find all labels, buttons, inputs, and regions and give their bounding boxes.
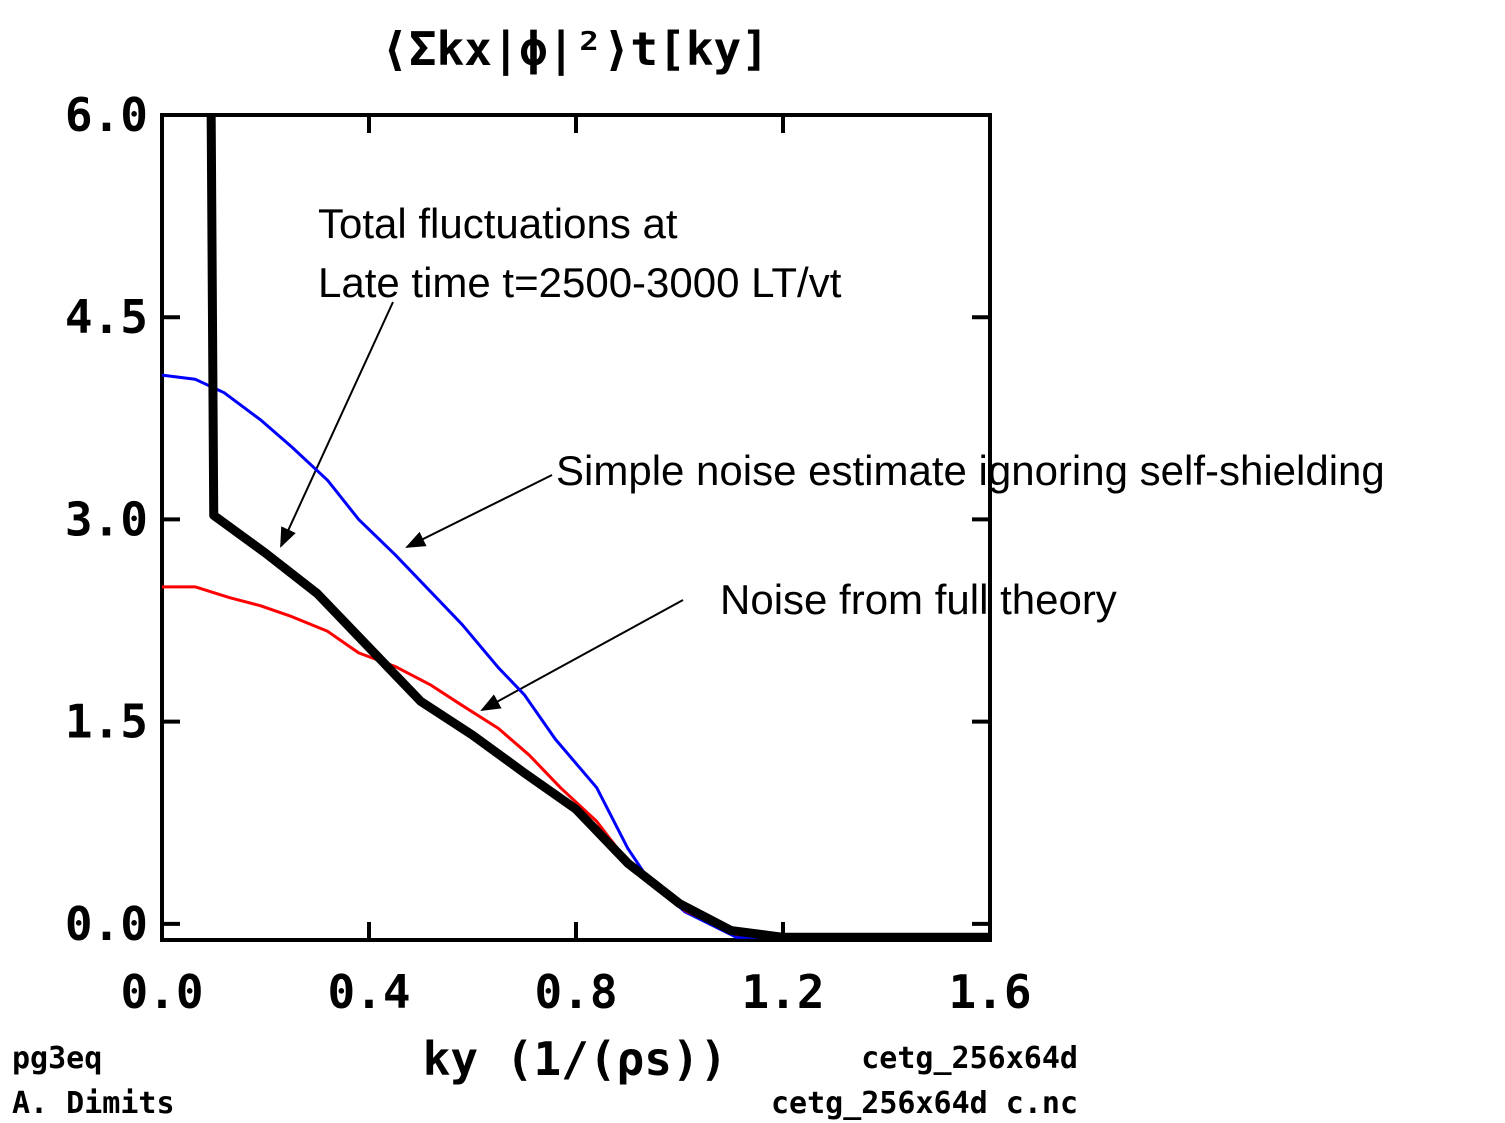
y-tick-label: 6.0 — [65, 88, 148, 142]
footer: A. Dimits — [12, 1086, 175, 1121]
x-tick-label: 0.0 — [120, 965, 203, 1019]
annotation: Noise from full theory — [720, 576, 1117, 623]
data-line — [206, 114, 990, 942]
y-tick-label: 0.0 — [65, 897, 148, 951]
x-axis-label: ky (1/(ρs)) — [423, 1032, 728, 1086]
footer: cetg_256x64d — [861, 1041, 1078, 1076]
annotation: Total fluctuations at — [318, 200, 678, 247]
y-tick-label: 1.5 — [65, 695, 148, 749]
arrow — [480, 599, 684, 711]
y-tick-label: 3.0 — [65, 492, 148, 546]
arrow — [280, 301, 394, 548]
x-tick-label: 1.2 — [741, 965, 824, 1019]
footer: cetg_256x64d c.nc — [771, 1086, 1078, 1121]
x-tick-label: 0.4 — [327, 965, 410, 1019]
chart-title: ⟨Σkx|ϕ|²⟩t[ky] — [381, 22, 769, 77]
y-tick-label: 4.5 — [65, 290, 148, 344]
x-tick-label: 0.8 — [534, 965, 617, 1019]
annotation: Simple noise estimate ignoring self-shie… — [556, 447, 1385, 494]
x-tick-label: 1.6 — [948, 965, 1031, 1019]
annotation: Late time t=2500-3000 LT/vt — [318, 259, 842, 306]
arrow — [405, 474, 553, 548]
footer: pg3eq — [12, 1041, 102, 1076]
